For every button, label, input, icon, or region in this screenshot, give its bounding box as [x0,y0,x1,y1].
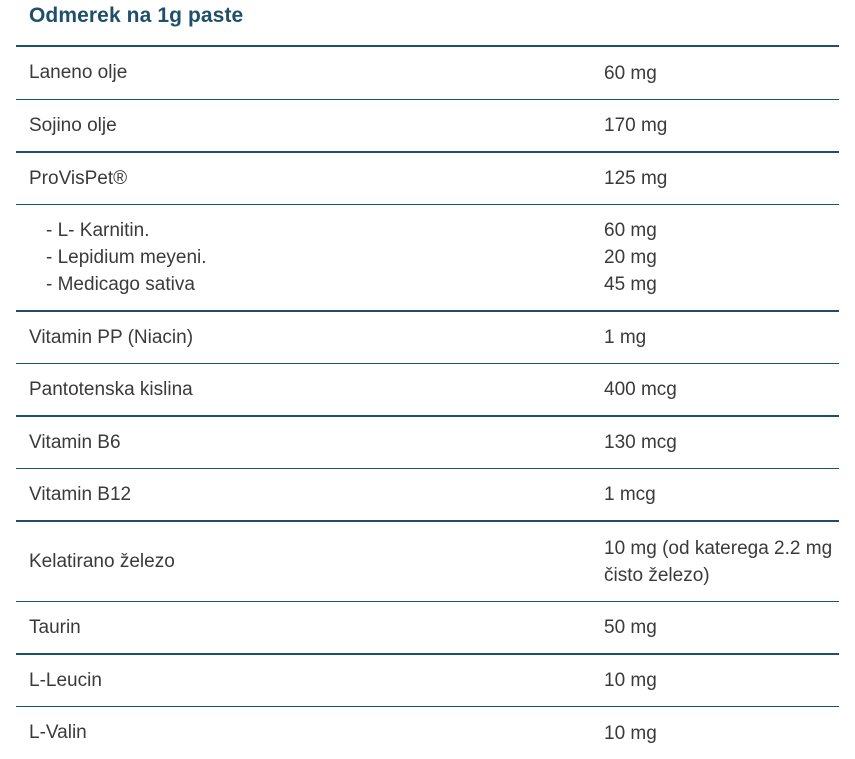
table-row: Vitamin B12 1 mcg [16,469,839,522]
subitem-name: - Medicago sativa [46,274,195,295]
subitem-name: - Lepidium meyeni. [46,247,207,268]
ingredient-name: Kelatirano železo [29,550,175,572]
subitem-amount: 45 mg [604,274,657,295]
table-row: Kelatirano železo 10 mg (od katerega 2.2… [16,522,839,602]
ingredient-name: ProVisPet® [29,167,128,189]
table-title: Odmerek na 1g paste [29,4,244,27]
ingredient-name: Vitamin B12 [29,483,132,505]
ingredient-name: Vitamin B6 [29,431,121,453]
subitem-name: - L- Karnitin. [46,220,150,241]
ingredient-amount: 125 mg [604,168,668,189]
subitem-amount: 60 mg [604,220,657,241]
ingredient-amount: 1 mcg [604,484,656,505]
table-row: Pantotenska kislina 400 mcg [16,364,839,417]
dosage-table: Laneno olje 60 mg Sojino olje 170 mg Pro… [16,45,839,759]
ingredient-amount: 10 mg (od katerega 2.2 mg čisto železo) [604,537,833,586]
table-row: Vitamin PP (Niacin) 1 mg [16,312,839,364]
ingredient-amount: 400 mcg [604,379,677,400]
table-row: L-Valin 10 mg [16,707,839,759]
ingredient-amount: 1 mg [604,327,647,348]
table-row: Sojino olje 170 mg [16,100,839,153]
ingredient-amount: 170 mg [604,115,668,136]
table-row: Laneno olje 60 mg [16,47,839,100]
ingredient-name: Vitamin PP (Niacin) [29,326,194,348]
table-row: Taurin 50 mg [16,602,839,655]
ingredient-name: Laneno olje [29,62,128,83]
ingredient-name: Sojino olje [29,114,117,136]
ingredient-name: Pantotenska kislina [29,378,193,400]
ingredient-name: L-Valin [29,722,87,743]
ingredient-name: L-Leucin [29,669,102,691]
ingredient-name: Taurin [29,616,81,638]
subitem-amounts: 60 mg 20 mg 45 mg [604,217,657,298]
ingredient-amount: 130 mcg [604,432,677,453]
ingredient-amount: 10 mg [604,670,657,691]
ingredient-amount: 60 mg [604,62,657,84]
table-row: L-Leucin 10 mg [16,655,839,707]
table-row-subitems: - L- Karnitin. - Lepidium meyeni. - Medi… [16,205,839,312]
subitem-names: - L- Karnitin. - Lepidium meyeni. - Medi… [46,217,207,298]
ingredient-amount: 50 mg [604,617,657,638]
subitem-amount: 20 mg [604,247,657,268]
table-row: ProVisPet® 125 mg [16,153,839,205]
ingredient-amount: 10 mg [604,722,657,744]
table-row: Vitamin B6 130 mcg [16,417,839,469]
